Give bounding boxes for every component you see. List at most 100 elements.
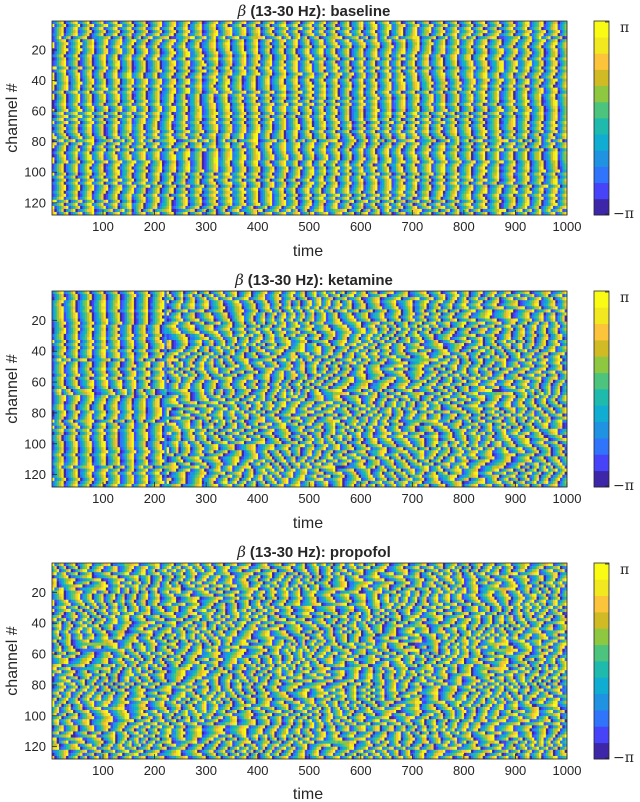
heat-cell [133, 36, 137, 40]
heat-cell [407, 69, 411, 73]
heat-cell [204, 27, 207, 31]
heat-cell [363, 69, 367, 73]
heat-cell [286, 42, 289, 46]
heat-cell [283, 72, 287, 76]
heat-cell [332, 21, 336, 25]
heat-cell [91, 81, 95, 86]
heat-cell [232, 78, 235, 82]
heat-cell [136, 24, 139, 28]
heat-cell [218, 54, 221, 58]
heat-cell [101, 60, 104, 64]
heat-cell [552, 21, 556, 25]
heat-cell [384, 60, 388, 64]
heat-cell [140, 24, 144, 28]
heat-cell [248, 21, 252, 25]
heat-cell [321, 33, 324, 37]
heat-cell [318, 45, 322, 49]
heat-cell [133, 21, 137, 25]
heat-cell [63, 87, 67, 92]
heat-cell [330, 27, 334, 31]
heat-cell [199, 75, 203, 79]
heat-cell [318, 39, 322, 43]
heat-cell [496, 72, 500, 76]
heat-cell [171, 21, 175, 25]
heat-cell [405, 75, 409, 79]
heat-cell [356, 45, 360, 49]
heat-cell [112, 33, 116, 37]
heat-cell [426, 48, 430, 52]
heat-cell [562, 60, 566, 64]
heat-cell [73, 63, 76, 67]
heat-cell [183, 63, 186, 67]
heat-cell [361, 27, 364, 31]
heat-cell [529, 33, 533, 37]
heat-cell [96, 51, 100, 55]
heat-cell [452, 57, 455, 61]
heat-cell [489, 60, 493, 64]
heat-cell [258, 66, 261, 70]
heat-cell [131, 21, 135, 25]
heat-cell [515, 60, 519, 64]
heat-cell [265, 30, 268, 34]
heat-cell [133, 24, 137, 28]
heat-cell [52, 27, 55, 31]
heat-cell [180, 33, 184, 37]
heat-cell [419, 48, 423, 52]
heat-cell [169, 36, 172, 40]
heat-cell [115, 57, 118, 61]
heat-cell [400, 30, 404, 34]
heat-cell [524, 36, 528, 40]
heat-cell [293, 72, 296, 76]
heat-cell [206, 42, 210, 46]
heat-cell [531, 42, 535, 46]
heat-cell [396, 87, 399, 92]
heat-cell [478, 27, 481, 31]
heat-cell [503, 63, 507, 67]
heat-cell [447, 63, 451, 67]
heat-cell [213, 51, 217, 55]
heat-cell [82, 30, 86, 34]
heat-cell [396, 36, 399, 40]
heat-cell [272, 75, 275, 79]
heat-cell [407, 21, 411, 25]
heat-cell [126, 75, 130, 79]
heat-cell [91, 60, 95, 64]
heat-cell [82, 69, 86, 73]
heat-cell [480, 48, 484, 52]
heat-cell [548, 51, 551, 55]
heat-cell [485, 54, 488, 58]
heat-cell [363, 60, 367, 64]
heat-cell [302, 60, 306, 64]
heat-cell [442, 75, 446, 79]
heat-cell [288, 66, 292, 70]
heat-cell [283, 78, 287, 82]
heat-cell [110, 27, 114, 31]
heat-cell [267, 72, 271, 76]
heat-cell [211, 75, 214, 79]
heat-cell [485, 42, 488, 46]
heat-cell [274, 87, 278, 92]
heat-cell [126, 51, 130, 55]
heat-cell [56, 27, 60, 31]
heat-cell [464, 54, 467, 58]
heat-cell [171, 39, 175, 43]
heat-cell [117, 60, 121, 64]
heat-cell [105, 36, 109, 40]
heat-cell [84, 36, 88, 40]
heat-cell [506, 21, 509, 25]
heat-cell [232, 42, 235, 46]
heat-cell [241, 54, 245, 58]
heat-cell [346, 33, 350, 37]
heat-cell [454, 39, 458, 43]
heat-cell [192, 72, 196, 76]
heat-cell [473, 57, 477, 61]
heat-cell [363, 45, 367, 49]
heat-cell [192, 48, 196, 52]
heat-cell [316, 27, 320, 31]
heat-cell [428, 60, 432, 64]
heat-cell [283, 57, 287, 61]
heat-cell [368, 42, 371, 46]
heat-cell [276, 63, 280, 67]
heat-cell [194, 48, 198, 52]
heat-cell [379, 36, 383, 40]
